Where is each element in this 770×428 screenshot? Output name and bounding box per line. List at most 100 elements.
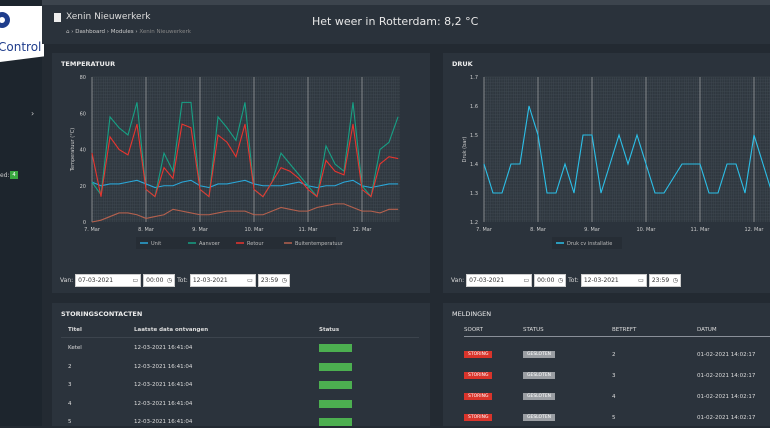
data-point (226, 210, 228, 212)
data-point (163, 167, 165, 168)
data-point (163, 185, 165, 187)
data-point (154, 216, 156, 217)
data-point (546, 192, 548, 194)
calendar-icon: ▭ (247, 277, 253, 284)
data-point (388, 156, 390, 158)
to-time-input[interactable]: 23:59 ◷ (257, 274, 290, 287)
data-point (199, 214, 201, 216)
data-point (118, 127, 120, 129)
data-point (172, 185, 174, 187)
data-point (145, 189, 147, 190)
soort-badge: STORING (464, 393, 493, 400)
panel-title: DRUK (452, 60, 473, 68)
data-point (280, 167, 282, 168)
data-point (100, 219, 102, 221)
data-point (735, 163, 737, 165)
home-icon[interactable]: ⌂ (66, 29, 70, 35)
data-point (217, 134, 219, 136)
data-point (253, 189, 255, 190)
data-point (199, 189, 201, 190)
document-icon (54, 13, 61, 22)
data-point (343, 181, 345, 183)
to-label: Tot: (177, 277, 188, 284)
table-row-date: 12-03-2021 16:41:04 (134, 400, 193, 407)
data-point (289, 170, 291, 172)
data-point (289, 183, 291, 185)
clock-icon: ◷ (281, 277, 287, 284)
x-tick-label: 12. Mar (745, 227, 765, 233)
header-status: STATUS (523, 327, 544, 333)
chevron-right-icon[interactable]: › (31, 109, 35, 118)
data-point (100, 196, 102, 197)
data-point (127, 212, 129, 214)
data-point (235, 140, 237, 141)
data-point (343, 203, 345, 205)
data-point (582, 134, 584, 136)
status-indicator (319, 362, 352, 373)
x-tick-label: 9. Mar (192, 227, 209, 233)
data-point (136, 123, 138, 125)
y-axis-label: Druk (bar) (462, 137, 468, 163)
data-point (208, 196, 210, 197)
data-point (163, 214, 165, 216)
legend-item: Aanvoer (199, 241, 221, 247)
data-point (528, 105, 530, 107)
data-point (352, 123, 354, 125)
from-date-input[interactable]: 07-03-2021 ▭ (75, 274, 142, 287)
header-datum: DATUM (697, 327, 717, 333)
data-point (118, 183, 120, 185)
data-point (271, 185, 273, 187)
breadcrumb-current: Xenin Nieuwerkerk (139, 29, 191, 35)
data-point (190, 127, 192, 129)
data-point (280, 152, 282, 154)
pressure-chart: 1.2 1.3 1.4 1.5 1.6 1.7 7. Mar 8. Mar 9. Mar 10. … (462, 75, 770, 249)
data-point (307, 185, 309, 187)
data-point (762, 163, 764, 165)
to-date-input[interactable]: 12-03-2021 ▭ (580, 274, 647, 287)
logo[interactable]: Control (0, 6, 44, 62)
panel-title: STORINGSCONTACTEN (61, 310, 143, 318)
data-point (388, 141, 390, 143)
y-tick-label: 1.5 (470, 133, 478, 139)
legend-item: Druk cv installatie (567, 241, 612, 247)
data-point (708, 192, 710, 194)
data-point (681, 163, 683, 165)
data-point (334, 185, 336, 187)
data-point (352, 180, 354, 181)
data-point (118, 149, 120, 150)
breadcrumb-dashboard[interactable]: Dashboard (75, 29, 106, 35)
status-indicator (319, 344, 352, 354)
data-point (636, 134, 638, 136)
data-point (91, 221, 93, 223)
data-point (289, 163, 291, 165)
to-time-input[interactable]: 23:59 ◷ (648, 274, 681, 287)
breadcrumb-modules[interactable]: Modules (110, 29, 134, 35)
data-point (271, 181, 273, 183)
y-tick-label: 60 (80, 111, 86, 117)
data-point (519, 163, 521, 165)
from-time-input[interactable]: 00:00 ◷ (534, 274, 567, 287)
data-point (127, 181, 129, 183)
panel-title: TEMPERATUUR (61, 60, 116, 68)
from-date-input[interactable]: 07-03-2021 ▭ (466, 274, 533, 287)
y-tick-label: 1.7 (470, 75, 478, 81)
data-point (235, 156, 237, 158)
data-point (316, 196, 318, 197)
data-point (397, 209, 399, 210)
to-date-input[interactable]: 12-03-2021 ▭ (189, 274, 256, 287)
data-point (262, 185, 264, 187)
sidebar-label: ed: (0, 172, 10, 179)
y-tick-label: 1.2 (470, 220, 478, 226)
data-point (172, 170, 174, 172)
data-point (190, 102, 192, 103)
data-point (483, 163, 485, 165)
header-titel: Titel (68, 327, 82, 333)
y-tick-label: 1.4 (470, 162, 478, 168)
from-time-input[interactable]: 00:00 ◷ (143, 274, 176, 287)
data-point (325, 185, 327, 187)
data-point (190, 212, 192, 214)
data-point (280, 207, 282, 208)
data-point (226, 183, 228, 185)
data-point (136, 214, 138, 216)
data-point (388, 183, 390, 185)
